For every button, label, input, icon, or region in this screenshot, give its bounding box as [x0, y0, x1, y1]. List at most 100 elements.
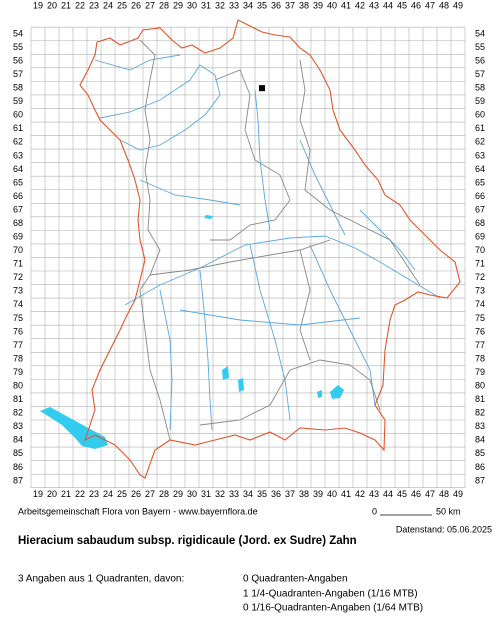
column-label: 35	[257, 0, 267, 10]
row-label: 64	[475, 164, 485, 174]
column-label: 30	[187, 489, 197, 499]
row-label: 62	[13, 137, 23, 147]
row-label: 78	[13, 353, 23, 363]
row-label: 64	[13, 164, 23, 174]
column-label: 20	[47, 0, 57, 10]
row-label: 75	[13, 313, 23, 323]
row-label: 81	[475, 394, 485, 404]
row-label: 66	[13, 191, 23, 201]
column-label: 27	[145, 0, 155, 10]
row-label: 81	[13, 394, 23, 404]
row-label: 54	[475, 28, 485, 38]
column-label: 46	[411, 489, 421, 499]
row-label: 87	[13, 475, 23, 485]
row-label: 86	[13, 462, 23, 472]
row-label: 65	[475, 177, 485, 187]
column-label: 20	[47, 489, 57, 499]
row-label: 87	[475, 475, 485, 485]
column-label: 33	[229, 0, 239, 10]
column-label: 25	[117, 489, 127, 499]
row-label: 57	[475, 69, 485, 79]
lake	[40, 407, 108, 449]
row-label: 68	[475, 218, 485, 228]
column-label: 28	[159, 489, 169, 499]
count: 0 Quadranten-Angaben	[243, 574, 348, 585]
row-label: 86	[475, 462, 485, 472]
district-borders	[139, 39, 421, 441]
row-label: 70	[475, 245, 485, 255]
column-label: 27	[145, 489, 155, 499]
title: Hieracium sabaudum subsp. rigidicaule (J…	[18, 535, 357, 547]
row-label: 71	[13, 259, 23, 269]
column-label: 34	[243, 489, 253, 499]
row-label: 55	[13, 42, 23, 52]
row-label: 84	[475, 435, 485, 445]
row-label: 72	[475, 272, 485, 282]
column-label: 34	[243, 0, 253, 10]
row-label: 54	[13, 28, 23, 38]
row-label: 79	[13, 367, 23, 377]
row-label: 85	[13, 448, 23, 458]
row-label: 83	[13, 421, 23, 431]
scale-start: 0	[372, 506, 377, 516]
column-label: 37	[285, 0, 295, 10]
count: 1 1/4-Quadranten-Angaben (1/16 MTB)	[243, 589, 418, 600]
column-label: 39	[313, 0, 323, 10]
row-label: 58	[475, 83, 485, 93]
column-label: 41	[341, 0, 351, 10]
column-label: 47	[425, 0, 435, 10]
row-label: 73	[13, 286, 23, 296]
row-label: 74	[475, 299, 485, 309]
column-label: 24	[103, 0, 113, 10]
row-label: 61	[475, 123, 485, 133]
column-label: 25	[117, 0, 127, 10]
column-label: 41	[341, 489, 351, 499]
row-label: 80	[13, 381, 23, 391]
column-label: 23	[89, 0, 99, 10]
row-label: 83	[475, 421, 485, 431]
column-label: 32	[215, 0, 225, 10]
column-label: 47	[425, 489, 435, 499]
column-label: 21	[61, 489, 71, 499]
row-label: 74	[13, 299, 23, 309]
row-label: 59	[475, 96, 485, 106]
row-label: 72	[13, 272, 23, 282]
row-label: 78	[475, 353, 485, 363]
column-label: 26	[131, 489, 141, 499]
bavaria-map	[40, 19, 461, 479]
column-label: 40	[327, 489, 337, 499]
column-label: 28	[159, 0, 169, 10]
scale-end: 50 km	[436, 506, 461, 516]
row-label: 67	[13, 204, 23, 214]
column-label: 48	[439, 489, 449, 499]
record-marker	[259, 85, 265, 92]
row-label: 65	[13, 177, 23, 187]
grid	[30, 26, 466, 489]
column-label: 33	[229, 489, 239, 499]
column-label: 48	[439, 0, 449, 10]
column-label: 44	[383, 0, 393, 10]
column-label: 35	[257, 489, 267, 499]
row-label: 69	[475, 232, 485, 242]
row-label: 62	[475, 137, 485, 147]
row-label: 60	[475, 110, 485, 120]
row-label: 67	[475, 204, 485, 214]
column-label: 43	[369, 489, 379, 499]
column-label: 30	[187, 0, 197, 10]
column-label: 44	[383, 489, 393, 499]
count: 0 1/16-Quadranten-Angaben (1/64 MTB)	[243, 603, 423, 614]
row-label: 61	[13, 123, 23, 133]
row-label: 76	[475, 326, 485, 336]
row-label: 66	[475, 191, 485, 201]
column-label: 49	[453, 489, 463, 499]
row-label: 73	[475, 286, 485, 296]
data-date: Datenstand: 05.06.2025	[396, 524, 492, 534]
column-label: 22	[75, 0, 85, 10]
summary: 3 Angaben aus 1 Quadranten, davon:	[18, 574, 184, 585]
column-label: 36	[271, 489, 281, 499]
column-label: 23	[89, 489, 99, 499]
row-label: 57	[13, 69, 23, 79]
row-label: 80	[475, 381, 485, 391]
credit: Arbeitsgemeinschaft Flora von Bayern - w…	[18, 506, 258, 516]
column-label: 42	[355, 489, 365, 499]
